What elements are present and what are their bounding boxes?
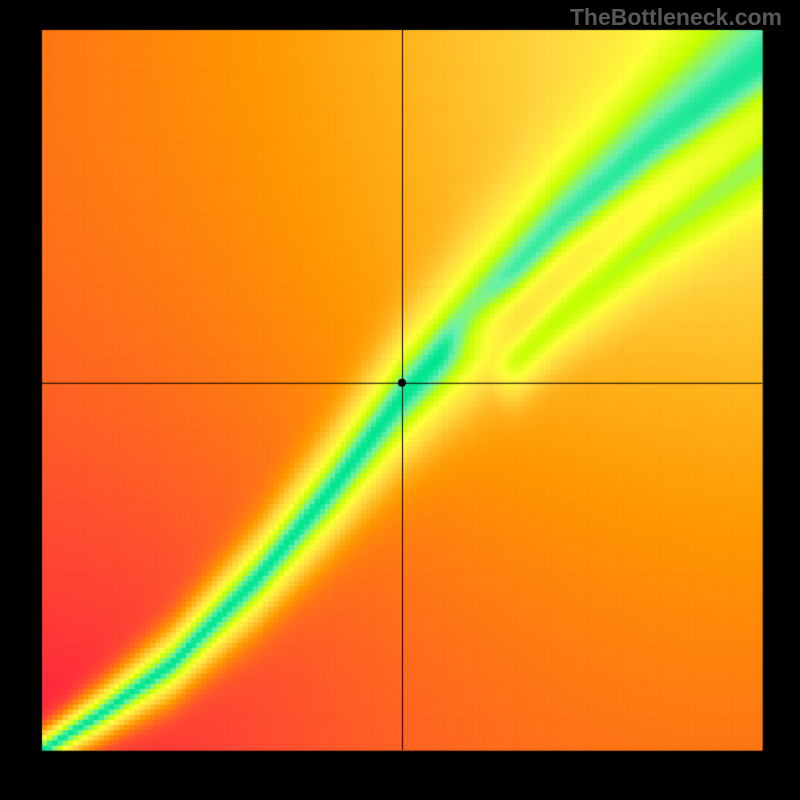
heatmap-canvas — [0, 0, 800, 800]
chart-container: TheBottleneck.com — [0, 0, 800, 800]
watermark-text: TheBottleneck.com — [570, 4, 782, 31]
